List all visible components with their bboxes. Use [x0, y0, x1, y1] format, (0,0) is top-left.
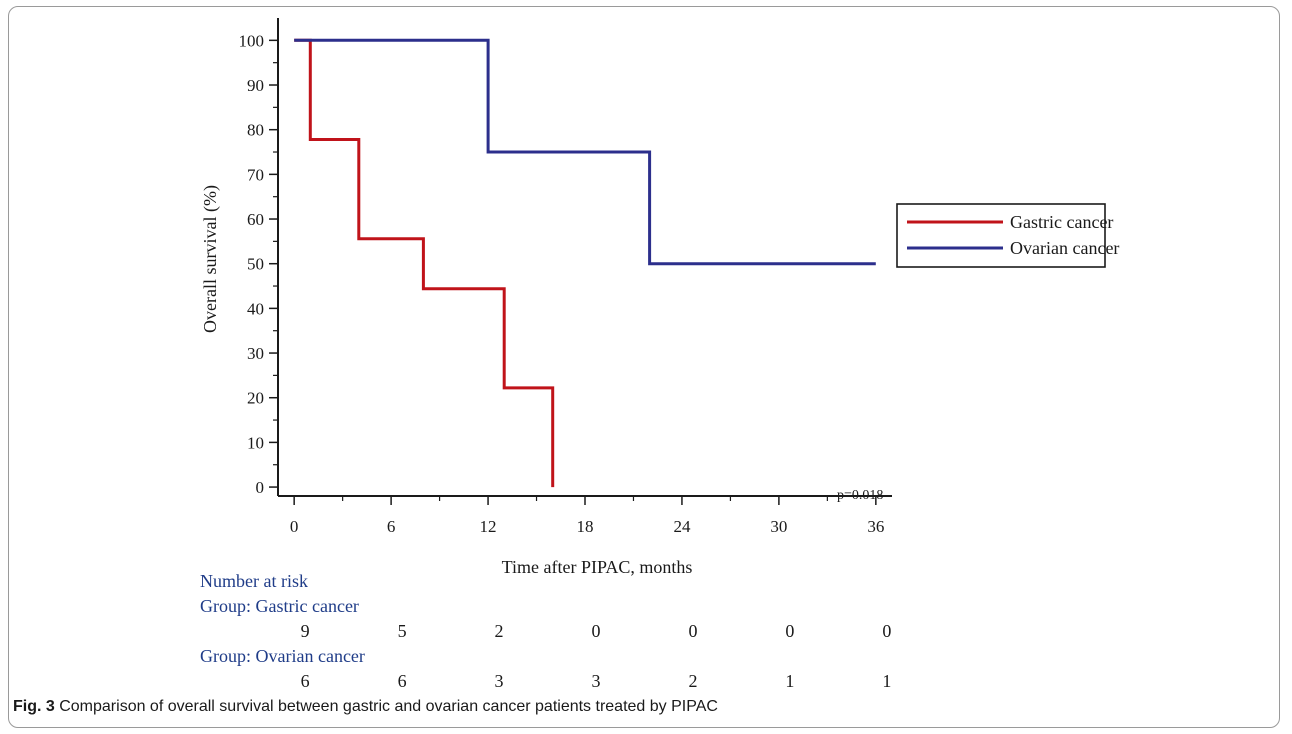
risk-count: 0 — [592, 621, 601, 641]
legend-label-ovarian: Ovarian cancer — [1010, 238, 1119, 258]
x-tick-label-30: 30 — [770, 517, 787, 536]
risk-table: Number at risk Group: Gastric cancer 9 5 2… — [200, 571, 891, 691]
x-axis-label: Time after PIPAC, months — [502, 557, 693, 577]
risk-group-ovarian-label: Group: Ovarian cancer — [200, 646, 365, 666]
legend-label-gastric: Gastric cancer — [1010, 212, 1113, 232]
legend: Gastric cancer Ovarian cancer — [896, 203, 1119, 268]
y-tick-label-20: 20 — [247, 389, 264, 408]
y-tick-label-70: 70 — [247, 165, 264, 184]
risk-count: 0 — [688, 621, 697, 641]
risk-count: 6 — [301, 671, 310, 691]
risk-count: 3 — [495, 671, 504, 691]
x-tick-label-12: 12 — [480, 517, 497, 536]
risk-row-ovarian: 6 6 3 3 2 1 1 — [301, 671, 892, 691]
risk-table-title: Number at risk — [200, 571, 308, 591]
y-axis-label: Overall survival (%) — [200, 185, 221, 333]
legend-box — [896, 203, 1106, 268]
risk-count: 2 — [495, 621, 504, 641]
y-tick-label-50: 50 — [247, 255, 264, 274]
x-tick-label-0: 0 — [290, 517, 299, 536]
x-tick-label-6: 6 — [387, 517, 396, 536]
risk-row-gastric: 9 5 2 0 0 0 0 — [301, 621, 892, 641]
x-tick-label-36: 36 — [867, 517, 884, 536]
series-layer — [294, 38, 876, 488]
y-tick-label-100: 100 — [239, 31, 265, 50]
figure-caption-label: Fig. 3 — [13, 698, 55, 715]
y-tick-label-0: 0 — [256, 478, 265, 497]
series-line-gastric — [294, 38, 555, 488]
figure-frame — [8, 6, 1280, 728]
risk-count: 5 — [398, 621, 407, 641]
risk-count: 1 — [785, 671, 794, 691]
risk-group-gastric-label: Group: Gastric cancer — [200, 596, 359, 616]
risk-count: 3 — [592, 671, 601, 691]
risk-count: 9 — [301, 621, 310, 641]
y-tick-label-10: 10 — [247, 433, 264, 452]
y-tick-label-90: 90 — [247, 76, 264, 95]
series-line-ovarian — [294, 38, 876, 266]
risk-count: 0 — [785, 621, 794, 641]
figure-caption-text: Comparison of overall survival between g… — [54, 698, 718, 715]
risk-count: 2 — [688, 671, 697, 691]
x-tick-label-18: 18 — [577, 517, 594, 536]
y-tick-label-30: 30 — [247, 344, 264, 363]
y-tick-label-80: 80 — [247, 121, 264, 140]
risk-count: 6 — [398, 671, 407, 691]
risk-count: 0 — [882, 621, 891, 641]
p-value-annotation: p=0.018 — [837, 488, 883, 503]
y-tick-label-40: 40 — [247, 299, 264, 318]
figure-caption: Fig. 3 Comparison of overall survival be… — [13, 698, 1273, 716]
chart-axes: 0 10 20 30 40 50 60 70 80 90 100 0 6 12 18 24 30 36 — [239, 18, 892, 536]
x-tick-label-24: 24 — [673, 517, 691, 536]
risk-count: 1 — [882, 671, 891, 691]
y-tick-label-60: 60 — [247, 210, 264, 229]
